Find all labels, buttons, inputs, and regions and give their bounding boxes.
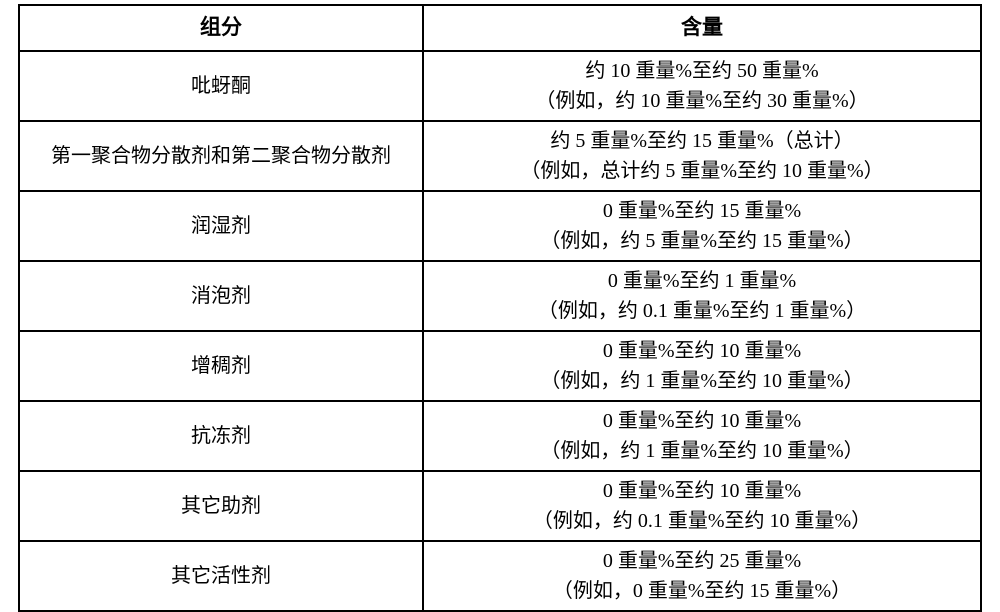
cell-amount: 0 重量%至约 10 重量% （例如，约 1 重量%至约 10 重量%） <box>423 401 981 471</box>
cell-amount: 0 重量%至约 10 重量% （例如，约 0.1 重量%至约 10 重量%） <box>423 471 981 541</box>
amount-main: 0 重量%至约 10 重量% <box>603 480 801 502</box>
cell-amount: 约 5 重量%至约 15 重量%（总计） （例如，总计约 5 重量%至约 10 … <box>423 121 981 191</box>
table-container: 组分 含量 吡蚜酮 约 10 重量%至约 50 重量% （例如，约 10 重量%… <box>0 0 1000 612</box>
table-row: 第一聚合物分散剂和第二聚合物分散剂 约 5 重量%至约 15 重量%（总计） （… <box>19 121 981 191</box>
cell-component: 润湿剂 <box>19 191 423 261</box>
amount-sub: （例如，约 10 重量%至约 30 重量%） <box>535 90 868 112</box>
cell-component: 消泡剂 <box>19 261 423 331</box>
cell-component: 增稠剂 <box>19 331 423 401</box>
amount-sub: （例如，约 1 重量%至约 10 重量%） <box>540 370 863 392</box>
cell-component: 吡蚜酮 <box>19 51 423 121</box>
amount-sub: （例如，约 1 重量%至约 10 重量%） <box>540 440 863 462</box>
table-body: 吡蚜酮 约 10 重量%至约 50 重量% （例如，约 10 重量%至约 30 … <box>19 51 981 611</box>
header-component: 组分 <box>19 5 423 51</box>
cell-amount: 0 重量%至约 15 重量% （例如，约 5 重量%至约 15 重量%） <box>423 191 981 261</box>
table-row: 润湿剂 0 重量%至约 15 重量% （例如，约 5 重量%至约 15 重量%） <box>19 191 981 261</box>
composition-table: 组分 含量 吡蚜酮 约 10 重量%至约 50 重量% （例如，约 10 重量%… <box>18 4 982 612</box>
table-row: 消泡剂 0 重量%至约 1 重量% （例如，约 0.1 重量%至约 1 重量%） <box>19 261 981 331</box>
table-row: 吡蚜酮 约 10 重量%至约 50 重量% （例如，约 10 重量%至约 30 … <box>19 51 981 121</box>
amount-main: 0 重量%至约 10 重量% <box>603 410 801 432</box>
cell-component: 第一聚合物分散剂和第二聚合物分散剂 <box>19 121 423 191</box>
table-row: 其它活性剂 0 重量%至约 25 重量% （例如，0 重量%至约 15 重量%） <box>19 541 981 611</box>
amount-sub: （例如，0 重量%至约 15 重量%） <box>553 580 851 602</box>
table-row: 增稠剂 0 重量%至约 10 重量% （例如，约 1 重量%至约 10 重量%） <box>19 331 981 401</box>
amount-sub: （例如，总计约 5 重量%至约 10 重量%） <box>520 160 883 182</box>
amount-sub: （例如，约 5 重量%至约 15 重量%） <box>540 230 863 252</box>
table-row: 抗冻剂 0 重量%至约 10 重量% （例如，约 1 重量%至约 10 重量%） <box>19 401 981 471</box>
cell-amount: 约 10 重量%至约 50 重量% （例如，约 10 重量%至约 30 重量%） <box>423 51 981 121</box>
amount-main: 约 10 重量%至约 50 重量% <box>585 60 818 82</box>
amount-main: 约 5 重量%至约 15 重量%（总计） <box>550 130 853 152</box>
header-amount: 含量 <box>423 5 981 51</box>
cell-component: 其它活性剂 <box>19 541 423 611</box>
amount-main: 0 重量%至约 25 重量% <box>603 550 801 572</box>
cell-component: 抗冻剂 <box>19 401 423 471</box>
cell-component: 其它助剂 <box>19 471 423 541</box>
cell-amount: 0 重量%至约 1 重量% （例如，约 0.1 重量%至约 1 重量%） <box>423 261 981 331</box>
table-row: 其它助剂 0 重量%至约 10 重量% （例如，约 0.1 重量%至约 10 重… <box>19 471 981 541</box>
amount-main: 0 重量%至约 10 重量% <box>603 340 801 362</box>
amount-main: 0 重量%至约 1 重量% <box>608 270 796 292</box>
amount-sub: （例如，约 0.1 重量%至约 1 重量%） <box>538 300 866 322</box>
cell-amount: 0 重量%至约 10 重量% （例如，约 1 重量%至约 10 重量%） <box>423 331 981 401</box>
amount-sub: （例如，约 0.1 重量%至约 10 重量%） <box>533 510 871 532</box>
amount-main: 0 重量%至约 15 重量% <box>603 200 801 222</box>
cell-amount: 0 重量%至约 25 重量% （例如，0 重量%至约 15 重量%） <box>423 541 981 611</box>
table-header-row: 组分 含量 <box>19 5 981 51</box>
